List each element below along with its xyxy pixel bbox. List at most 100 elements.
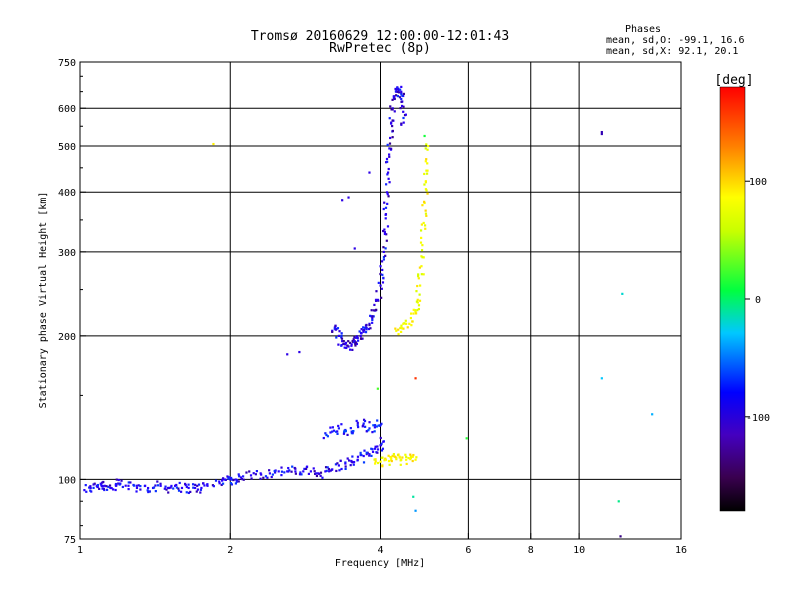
data-point — [115, 482, 118, 486]
data-point — [96, 483, 100, 487]
data-point — [367, 429, 370, 432]
data-point — [197, 483, 201, 486]
data-point — [268, 469, 271, 472]
data-point — [371, 450, 375, 453]
data-point — [391, 454, 394, 457]
y-tick-label: 100 — [58, 475, 76, 486]
data-point — [368, 171, 371, 174]
data-point — [283, 471, 286, 474]
data-point — [398, 96, 402, 99]
data-point — [392, 95, 395, 98]
data-point — [395, 458, 398, 461]
data-point — [187, 483, 190, 486]
data-point — [423, 172, 426, 176]
data-point — [356, 336, 359, 340]
data-point — [351, 431, 354, 434]
data-point — [392, 452, 395, 456]
data-point — [412, 308, 415, 311]
data-point — [328, 470, 331, 473]
data-point — [290, 470, 293, 473]
data-point — [309, 470, 312, 473]
x-tick-label: 4 — [377, 545, 383, 556]
data-point — [314, 472, 317, 476]
data-point — [199, 491, 202, 494]
data-point — [350, 344, 353, 347]
data-point — [397, 453, 400, 456]
data-point — [164, 485, 167, 488]
y-tick-label: 600 — [58, 104, 76, 115]
data-point — [318, 472, 321, 475]
data-point — [401, 456, 404, 459]
data-point — [379, 284, 382, 287]
data-point — [228, 476, 231, 479]
data-point — [353, 247, 356, 250]
data-point — [356, 424, 359, 427]
data-point — [88, 486, 91, 489]
data-point — [385, 157, 389, 161]
data-point — [315, 474, 319, 478]
data-point — [425, 214, 428, 217]
data-point — [329, 431, 332, 434]
data-point — [386, 225, 390, 228]
data-point — [340, 337, 344, 340]
data-point — [227, 477, 230, 480]
data-point — [187, 491, 190, 495]
data-point — [381, 273, 384, 276]
data-point — [409, 453, 412, 456]
data-point — [417, 304, 421, 307]
data-point — [108, 484, 112, 487]
data-point — [168, 486, 171, 490]
data-point — [196, 488, 200, 491]
data-point — [222, 477, 225, 480]
data-point — [397, 328, 400, 331]
data-point — [200, 486, 203, 490]
data-point — [424, 147, 427, 150]
phase-info-x-mode: mean, sd,X: 92.1, 20.1 — [606, 46, 738, 57]
data-point — [365, 323, 368, 327]
data-point — [376, 419, 379, 422]
data-point — [127, 484, 130, 487]
data-point — [321, 476, 324, 479]
data-point — [368, 454, 371, 457]
data-point — [124, 484, 127, 487]
data-point — [386, 143, 389, 146]
data-point — [335, 336, 338, 339]
data-point — [313, 470, 316, 473]
data-point — [342, 432, 346, 435]
data-point — [382, 250, 385, 254]
data-point — [418, 299, 422, 302]
data-point — [402, 327, 405, 330]
data-point — [619, 535, 622, 538]
data-point — [374, 424, 377, 427]
data-point — [402, 322, 405, 325]
data-point — [336, 432, 339, 435]
data-point — [389, 136, 392, 140]
data-point — [388, 181, 391, 184]
data-point — [417, 273, 420, 276]
data-point — [146, 489, 149, 492]
data-point — [421, 204, 424, 207]
data-point — [402, 116, 405, 120]
data-point — [368, 453, 371, 456]
data-point — [365, 453, 368, 456]
data-point — [259, 472, 262, 475]
data-point — [322, 436, 325, 440]
data-point — [175, 486, 178, 489]
data-point — [621, 292, 624, 295]
data-point — [223, 478, 226, 481]
data-point — [365, 326, 368, 329]
data-point — [327, 467, 331, 471]
data-point — [371, 431, 374, 434]
data-point — [196, 484, 199, 487]
data-point — [331, 426, 334, 429]
colorbar-label: [deg] — [714, 73, 753, 88]
data-point — [381, 465, 384, 468]
data-point — [352, 338, 355, 341]
data-point — [396, 95, 400, 98]
data-point — [395, 94, 398, 97]
data-point — [397, 333, 400, 336]
data-point — [347, 196, 350, 199]
data-point — [396, 87, 399, 90]
data-point — [465, 437, 468, 440]
data-point — [341, 340, 344, 343]
